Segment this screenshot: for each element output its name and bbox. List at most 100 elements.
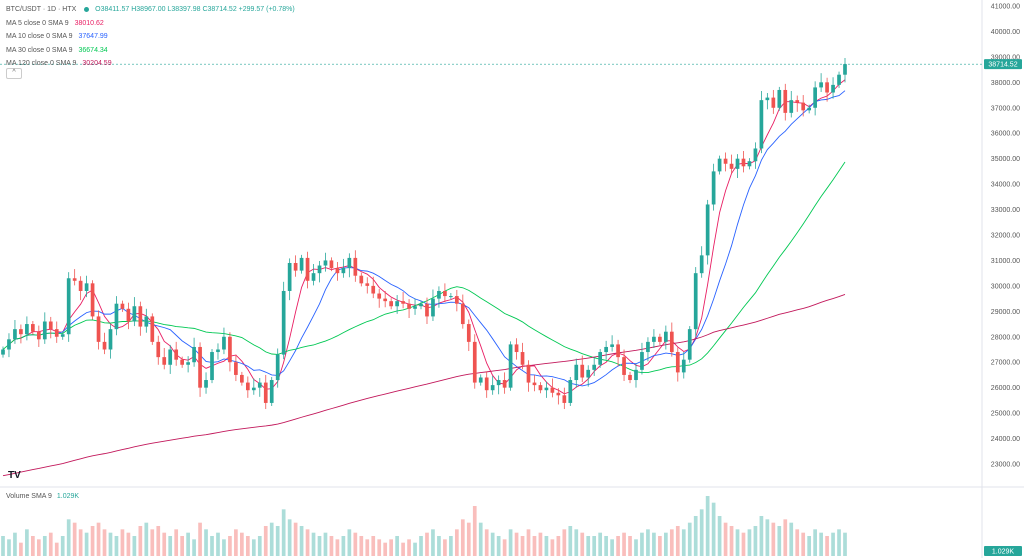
volume-bar	[228, 536, 232, 556]
candle-body	[377, 293, 382, 299]
candle-body	[126, 308, 131, 322]
volume-bar	[347, 529, 352, 556]
candle-body	[42, 321, 47, 340]
candle-body	[520, 352, 525, 365]
candle-body	[329, 260, 334, 269]
volume-bar	[251, 539, 256, 556]
indicator-ma10[interactable]: MA 10 close 0 SMA 9 37647.99	[6, 30, 295, 44]
volume-bar	[705, 496, 710, 556]
volume-bar	[281, 509, 286, 556]
candle-body	[765, 97, 770, 101]
svg-text:1.029K: 1.029K	[992, 549, 1015, 556]
candle-body	[281, 290, 286, 355]
candle-body	[13, 329, 17, 340]
candle-body	[287, 262, 292, 291]
indicator-ma30[interactable]: MA 30 close 0 SMA 9 36674.34	[6, 44, 295, 58]
indicator-ma120[interactable]: MA 120 close 0 SMA 9 30204.59	[6, 57, 295, 71]
volume-bar	[78, 529, 83, 556]
candle-body	[496, 380, 501, 386]
volume-bar	[735, 529, 740, 556]
candle-body	[443, 290, 447, 297]
volume-bar	[490, 532, 495, 556]
candle-body	[293, 262, 298, 271]
volume-bar	[395, 536, 399, 556]
candle-body	[789, 100, 794, 113]
candle-body	[245, 382, 250, 391]
candle-body	[66, 278, 71, 335]
indicator-value: 30204.59	[82, 60, 112, 67]
volume-bar	[574, 529, 579, 556]
volume-bar	[174, 529, 179, 556]
candle-body	[640, 352, 644, 370]
indicator-ma5[interactable]: MA 5 close 0 SMA 9 38010.62	[6, 17, 295, 31]
volume-bar	[413, 542, 417, 556]
volume-bar	[759, 516, 764, 556]
candle-body	[437, 290, 441, 299]
candles	[1, 58, 847, 410]
volume-bar	[25, 529, 29, 556]
volume-bar	[31, 536, 35, 556]
candle-body	[7, 339, 11, 350]
candle-body	[687, 329, 692, 360]
candle-body	[120, 303, 125, 309]
candle-body	[717, 158, 722, 172]
volume-bar	[765, 519, 770, 556]
candle-body	[222, 336, 226, 350]
candle-body	[652, 336, 656, 342]
volume-bar	[520, 536, 525, 556]
market-status-icon	[84, 6, 90, 12]
volume-legend[interactable]: Volume SMA 9 1.029K	[6, 493, 79, 500]
volume-bar	[102, 529, 107, 556]
candle-body	[138, 306, 143, 327]
candle-body	[538, 385, 543, 391]
candle-body	[658, 336, 662, 342]
volume-bar	[132, 536, 137, 556]
volume-bar	[359, 536, 364, 556]
volume-bar	[198, 522, 202, 556]
symbol-title[interactable]: BTC/USDT · 1D · HTX	[6, 6, 77, 13]
volume-bar	[502, 539, 507, 556]
candle-body	[299, 257, 304, 271]
volume-bar	[526, 529, 531, 556]
candle-body	[240, 374, 244, 383]
volume-bar	[72, 522, 77, 556]
candle-body	[168, 349, 173, 365]
candle-body	[347, 257, 352, 269]
volume-bar	[783, 519, 788, 556]
ma10-line	[14, 90, 846, 387]
candle-body	[843, 64, 847, 75]
volume-bar	[311, 532, 316, 556]
volume-bar	[538, 532, 543, 556]
volume-bar	[449, 536, 453, 556]
candle-body	[401, 301, 405, 304]
indicator-label: MA 5 close 0 SMA 9	[6, 19, 69, 27]
volume-bar	[425, 532, 429, 556]
candle-body	[514, 344, 519, 353]
candle-body	[210, 352, 214, 381]
volume-bar	[138, 526, 143, 556]
volume-bar	[305, 529, 310, 556]
collapse-legend-button[interactable]: ^	[6, 68, 22, 79]
tradingview-logo[interactable]: TV	[8, 470, 21, 481]
candle-body	[90, 283, 95, 317]
candle-body	[723, 158, 728, 164]
volume-bar	[257, 536, 262, 556]
moving-averages	[2, 79, 846, 477]
candle-body	[532, 382, 537, 386]
volume-bar	[156, 526, 161, 556]
candle-body	[144, 316, 149, 327]
volume-bar	[1, 536, 5, 556]
candle-body	[634, 369, 638, 381]
candle-body	[251, 387, 256, 391]
volume-bar	[36, 539, 41, 556]
svg-text:38714.52: 38714.52	[988, 62, 1017, 69]
volume-last-label: 1.029K	[984, 546, 1022, 556]
candle-body	[359, 275, 364, 284]
volume-bar	[741, 532, 746, 556]
volume-bar	[234, 529, 238, 556]
price-tick-label: 33000.00	[991, 207, 1020, 214]
volume-bar	[514, 532, 519, 556]
price-tick-label: 31000.00	[991, 258, 1020, 265]
volume-bar	[431, 529, 435, 556]
